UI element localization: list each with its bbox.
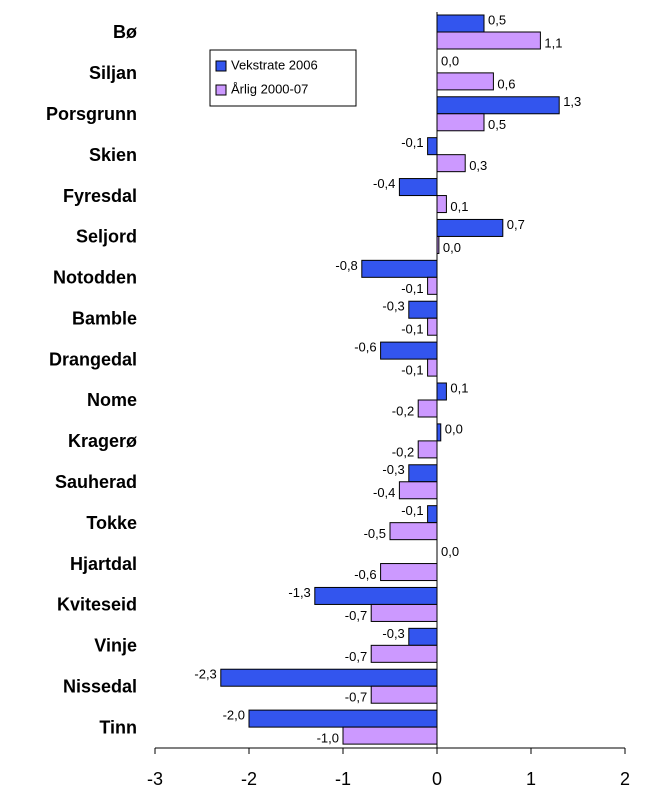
value-label: -1,3 bbox=[288, 585, 310, 600]
x-tick-label: 0 bbox=[432, 769, 442, 789]
value-label: 1,3 bbox=[563, 94, 581, 109]
value-label: -0,4 bbox=[373, 485, 395, 500]
x-tick-label: -2 bbox=[241, 769, 257, 789]
value-label: 0,3 bbox=[469, 158, 487, 173]
value-label: -1,0 bbox=[317, 731, 339, 746]
bar bbox=[370, 685, 438, 704]
value-label: 0,1 bbox=[450, 199, 468, 214]
bar bbox=[370, 644, 438, 663]
category-label: Skien bbox=[89, 145, 137, 165]
bar bbox=[436, 96, 560, 115]
value-label: 0,5 bbox=[488, 117, 506, 132]
value-label: -0,2 bbox=[392, 403, 414, 418]
value-label: -2,0 bbox=[223, 708, 245, 723]
legend-label: Vekstrate 2006 bbox=[231, 57, 318, 72]
value-label: -0,7 bbox=[345, 690, 367, 705]
bar bbox=[380, 563, 438, 582]
value-label: 0,5 bbox=[488, 12, 506, 27]
bar bbox=[436, 154, 466, 173]
category-label: Bamble bbox=[72, 308, 137, 328]
bar bbox=[436, 218, 504, 237]
bar bbox=[436, 113, 485, 132]
category-label: Drangedal bbox=[49, 349, 137, 369]
value-label: -0,3 bbox=[382, 626, 404, 641]
bar bbox=[314, 586, 438, 605]
bar bbox=[398, 481, 438, 500]
bar bbox=[248, 709, 438, 728]
bar bbox=[398, 178, 438, 197]
bar bbox=[436, 423, 442, 442]
category-label: Sauherad bbox=[55, 472, 137, 492]
value-label: -0,2 bbox=[392, 444, 414, 459]
value-label: 0,0 bbox=[443, 240, 461, 255]
category-label: Siljan bbox=[89, 63, 137, 83]
legend-box bbox=[209, 49, 357, 107]
category-label: Seljord bbox=[76, 227, 137, 247]
category-label: Tokke bbox=[86, 513, 137, 533]
bar bbox=[220, 668, 438, 687]
legend-swatch bbox=[215, 84, 227, 96]
category-label: Porsgrunn bbox=[46, 104, 137, 124]
category-label: Kragerø bbox=[68, 431, 137, 451]
value-label: 0,6 bbox=[497, 76, 515, 91]
value-label: -0,7 bbox=[345, 608, 367, 623]
value-label: -0,5 bbox=[364, 526, 386, 541]
value-label: 0,7 bbox=[507, 217, 525, 232]
bar bbox=[427, 137, 438, 156]
legend-label: Årlig 2000-07 bbox=[231, 81, 308, 96]
value-label: -0,1 bbox=[401, 322, 423, 337]
value-label: -0,3 bbox=[382, 299, 404, 314]
x-tick-label: -3 bbox=[147, 769, 163, 789]
bar bbox=[389, 522, 438, 541]
bar bbox=[361, 259, 438, 278]
x-tick-label: -1 bbox=[335, 769, 351, 789]
bar bbox=[436, 31, 541, 50]
value-label: 1,1 bbox=[544, 35, 562, 50]
bar bbox=[436, 382, 447, 401]
bar bbox=[342, 726, 438, 745]
bar bbox=[417, 399, 438, 418]
value-label: -0,6 bbox=[354, 340, 376, 355]
category-label: Vinje bbox=[94, 636, 137, 656]
bar bbox=[380, 341, 438, 360]
x-tick-label: 2 bbox=[620, 769, 630, 789]
bar bbox=[427, 358, 438, 377]
value-label: -0,8 bbox=[335, 258, 357, 273]
value-label: -0,4 bbox=[373, 176, 395, 191]
value-label: -0,1 bbox=[401, 503, 423, 518]
bar bbox=[408, 300, 438, 319]
bar bbox=[436, 14, 485, 33]
legend-swatch bbox=[215, 60, 227, 72]
bar bbox=[370, 603, 438, 622]
value-label: -2,3 bbox=[194, 667, 216, 682]
bar bbox=[427, 505, 438, 524]
bar bbox=[427, 317, 438, 336]
value-label: -0,1 bbox=[401, 363, 423, 378]
value-label: 0,1 bbox=[450, 380, 468, 395]
bar bbox=[408, 627, 438, 646]
value-label: -0,1 bbox=[401, 281, 423, 296]
value-label: 0,0 bbox=[445, 421, 463, 436]
bar bbox=[417, 440, 438, 459]
category-label: Fyresdal bbox=[63, 186, 137, 206]
value-label: 0,0 bbox=[441, 53, 459, 68]
category-label: Nissedal bbox=[63, 676, 137, 696]
value-label: -0,1 bbox=[401, 135, 423, 150]
category-label: Hjartdal bbox=[70, 554, 137, 574]
value-label: -0,3 bbox=[382, 462, 404, 477]
category-label: Kviteseid bbox=[57, 595, 137, 615]
x-tick-label: 1 bbox=[526, 769, 536, 789]
value-label: 0,0 bbox=[441, 544, 459, 559]
category-label: Nome bbox=[87, 390, 137, 410]
value-label: -0,7 bbox=[345, 649, 367, 664]
bar bbox=[436, 72, 494, 91]
value-label: -0,6 bbox=[354, 567, 376, 582]
bar bbox=[436, 195, 447, 214]
category-label: Notodden bbox=[53, 268, 137, 288]
bar bbox=[427, 276, 438, 295]
category-label: Bø bbox=[113, 22, 137, 42]
bar bbox=[408, 464, 438, 483]
category-label: Tinn bbox=[99, 717, 137, 737]
